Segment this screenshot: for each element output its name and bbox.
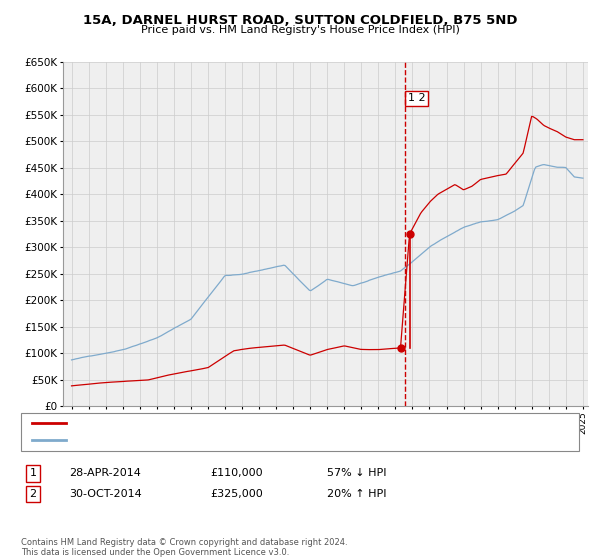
- Text: 15A, DARNEL HURST ROAD, SUTTON COLDFIELD, B75 5ND: 15A, DARNEL HURST ROAD, SUTTON COLDFIELD…: [83, 14, 517, 27]
- Text: 28-APR-2014: 28-APR-2014: [69, 468, 141, 478]
- Text: £325,000: £325,000: [210, 489, 263, 499]
- Text: 57% ↓ HPI: 57% ↓ HPI: [327, 468, 386, 478]
- Text: 30-OCT-2014: 30-OCT-2014: [69, 489, 142, 499]
- Text: HPI: Average price, detached house, Birmingham: HPI: Average price, detached house, Birm…: [72, 435, 313, 445]
- Text: 20% ↑ HPI: 20% ↑ HPI: [327, 489, 386, 499]
- Text: 2: 2: [29, 489, 37, 499]
- Text: Price paid vs. HM Land Registry's House Price Index (HPI): Price paid vs. HM Land Registry's House …: [140, 25, 460, 35]
- Text: 1: 1: [29, 468, 37, 478]
- Text: £110,000: £110,000: [210, 468, 263, 478]
- Text: Contains HM Land Registry data © Crown copyright and database right 2024.
This d: Contains HM Land Registry data © Crown c…: [21, 538, 347, 557]
- Text: 15A, DARNEL HURST ROAD, SUTTON COLDFIELD, B75 5ND (detached house): 15A, DARNEL HURST ROAD, SUTTON COLDFIELD…: [72, 418, 449, 428]
- Text: 1 2: 1 2: [408, 94, 425, 104]
